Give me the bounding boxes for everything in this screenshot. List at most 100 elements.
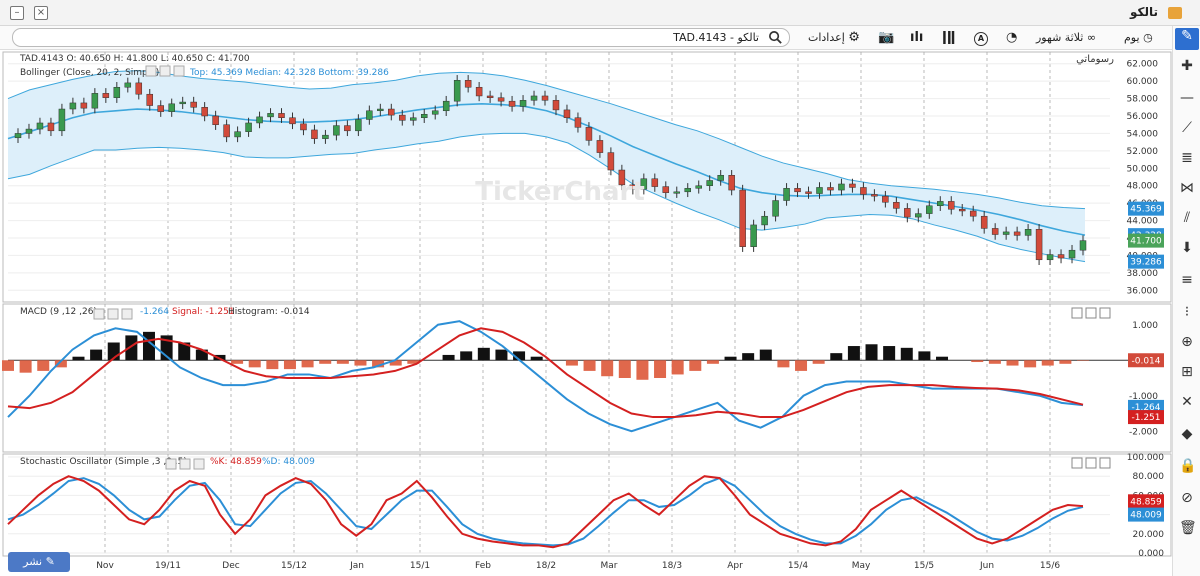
gear-icon: ⚙: [848, 30, 860, 45]
candle: [519, 100, 527, 107]
stoch-k-badge: [1128, 494, 1164, 509]
candle: [256, 116, 263, 124]
macd-histogram-bar: [742, 353, 755, 361]
candle: [124, 82, 132, 88]
macd-histogram-bar: [301, 360, 314, 368]
candle: [904, 208, 911, 218]
macd-signal-line: [7, 327, 1084, 419]
candle: [190, 101, 197, 108]
candles-icon[interactable]: ılı: [910, 30, 924, 45]
macd-value-badge-text: -1.264: [1131, 403, 1160, 413]
bollinger-values: Top: 45.369 Median: 42.328 Bottom: 39.28…: [189, 68, 389, 78]
stoch-tick-label: 0.000: [1138, 549, 1164, 559]
pattern-icon[interactable]: ⋈: [1180, 180, 1194, 196]
minimize-button[interactable]: –: [10, 6, 24, 20]
candle: [849, 183, 856, 188]
arrow-down-icon[interactable]: ⬇: [1181, 240, 1193, 256]
candle: [410, 117, 417, 121]
close-button[interactable]: ×: [34, 6, 48, 20]
macd-histogram-bar: [178, 342, 191, 361]
price-tick-label: 58.000: [1127, 95, 1159, 105]
candle: [563, 109, 571, 118]
macd-histogram-bar: [971, 360, 984, 363]
macd-histogram-bar: [618, 360, 631, 378]
bar-type-icon[interactable]: ǀǁ: [942, 30, 956, 45]
macd-tick-label: -1.000: [1129, 392, 1158, 402]
macd-histogram-bar: [407, 360, 420, 364]
candle: [69, 102, 77, 110]
indicator-control-button: [159, 65, 171, 77]
candle: [574, 117, 582, 128]
compare-icon[interactable]: ◔: [1006, 30, 1018, 45]
x-tick-label: Dec: [222, 561, 239, 571]
candle: [344, 125, 351, 132]
candle: [596, 140, 604, 153]
magnet-icon[interactable]: ⊕: [1181, 334, 1193, 350]
macd-signal-value: Signal: -1.251: [172, 307, 235, 317]
search-box[interactable]: TAD.4143 - تالكو: [12, 28, 790, 47]
drawing-tools-sidebar: ✎ ✚ — ⟋ ≣ ⋈ ⫽ ⬇ ≡ ⁝ ⊕ ⊞ ✕ ◆ 🔒 ⊘ 🗑: [1172, 26, 1200, 576]
bollinger-band-mid-line: [7, 102, 1086, 236]
trash-icon[interactable]: 🗑: [1179, 520, 1197, 536]
stoch-tick-label: 100.000: [1127, 453, 1164, 463]
pitchfork-icon[interactable]: ⫽: [1183, 210, 1191, 226]
candle: [717, 175, 724, 181]
candle: [201, 107, 208, 117]
macd-histogram-bar: [601, 360, 614, 377]
candle: [958, 208, 966, 212]
candle: [926, 205, 933, 214]
camera-icon[interactable]: 📷: [878, 30, 895, 45]
macd-histogram-bar: [125, 335, 138, 361]
price-tick-label: 38.000: [1127, 269, 1159, 279]
symbol-search-input[interactable]: TAD.4143 - تالكو: [673, 31, 759, 44]
share-button[interactable]: نشر ✎: [8, 552, 70, 572]
macd-histogram-bar: [883, 346, 896, 361]
lock-icon[interactable]: 🔒: [1179, 458, 1197, 474]
auto-icon: A: [974, 32, 988, 46]
auto-button[interactable]: A: [974, 29, 988, 47]
clock-icon: ◷: [1143, 31, 1153, 44]
macd-histogram-bar: [918, 351, 931, 361]
macd-histogram-bar: [830, 353, 843, 361]
macd-histogram-bar: [988, 360, 1001, 364]
pane-frame: [2, 303, 1172, 453]
candle: [245, 122, 252, 132]
stoch-title: Stochastic Oscillator (Simple ,3 ,9 ,5): [20, 457, 187, 467]
macd-tick-label: 1.000: [1132, 321, 1158, 331]
hide-drawings-icon[interactable]: ⊘: [1181, 490, 1193, 506]
x-tick-label: Nov: [96, 561, 114, 571]
candle: [212, 115, 219, 125]
candle: [102, 93, 110, 98]
candle: [980, 215, 988, 229]
x-tick-label: 18/2: [536, 561, 556, 571]
macd-histogram-bar: [865, 344, 878, 361]
candle: [1057, 254, 1065, 259]
text-tool-icon[interactable]: ⁝: [1184, 304, 1190, 320]
measure-icon[interactable]: ⊞: [1181, 364, 1193, 380]
bollinger-title: Bollinger (Close, 20, 2, Simple): [20, 68, 159, 78]
search-icon[interactable]: [768, 30, 783, 45]
fill-icon[interactable]: ◆: [1181, 426, 1193, 442]
interval-button[interactable]: يوم ◷: [1124, 29, 1153, 47]
channel-icon[interactable]: ≡: [1181, 272, 1193, 288]
x-tick-label: Jan: [349, 561, 364, 571]
horizontal-line-icon[interactable]: —: [1180, 90, 1194, 106]
macd-histogram-bar: [266, 360, 279, 370]
macd-histogram-bar: [1024, 360, 1037, 368]
crosshair-icon[interactable]: ✚: [1181, 58, 1193, 74]
candle: [816, 187, 823, 194]
x-tick-label: Apr: [727, 561, 743, 571]
indicator-control-button: [93, 308, 105, 320]
eraser-icon[interactable]: ✕: [1181, 394, 1193, 410]
trendline-icon[interactable]: ⟋: [1182, 120, 1192, 136]
candle: [1035, 229, 1043, 261]
price-tick-label: 56.000: [1127, 112, 1159, 122]
macd-histogram-bar: [706, 360, 719, 364]
fibonacci-icon[interactable]: ≣: [1181, 150, 1193, 166]
settings-button[interactable]: إعدادات ⚙: [808, 29, 860, 47]
range-button[interactable]: ثلاثة شهور ∞: [1036, 29, 1096, 47]
candle: [871, 194, 878, 197]
candle: [991, 228, 999, 235]
pencil-icon[interactable]: ✎: [1175, 28, 1199, 50]
chart-area[interactable]: Nov 19/11 Dec 15/12 Jan 15/1 Feb 18/2 Mar 18/3 Apr…: [0, 50, 1172, 576]
